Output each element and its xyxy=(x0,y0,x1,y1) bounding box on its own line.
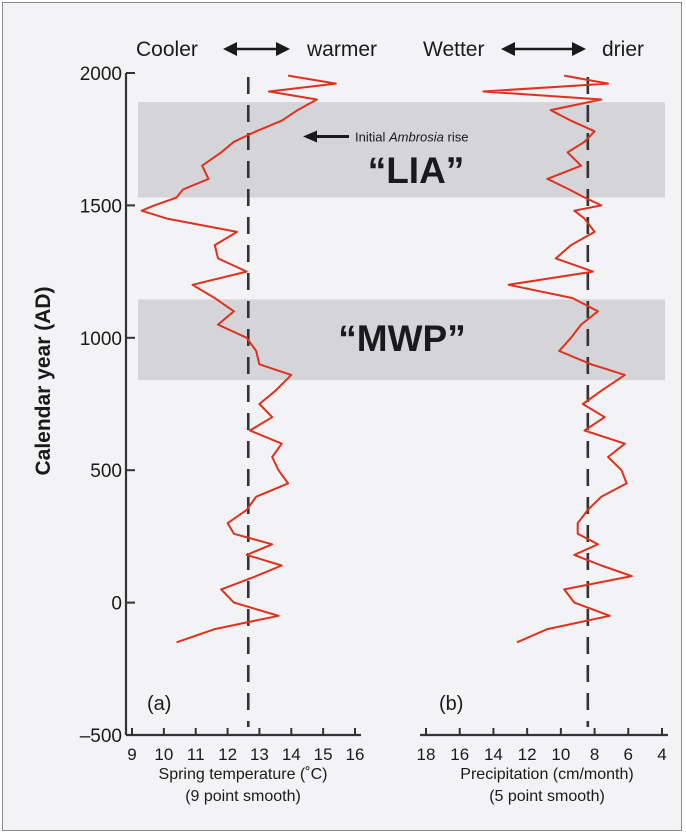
x-axis-title: Spring temperature (˚C) xyxy=(159,766,328,783)
arrow-head-left xyxy=(223,42,237,56)
double-arrow-icon xyxy=(501,42,586,56)
panel-label: (b) xyxy=(439,693,463,715)
header-left: Wetter xyxy=(423,38,484,61)
annotation-arrow-head xyxy=(303,130,317,143)
series-line xyxy=(482,74,633,644)
header-right: warmer xyxy=(306,38,377,61)
y-tick-label: –500 xyxy=(80,726,122,747)
x-tick-label: 4 xyxy=(657,745,666,764)
y-tick-label: 500 xyxy=(90,461,122,482)
x-tick-label: 13 xyxy=(250,745,269,764)
x-axis-subtitle: (5 point smooth) xyxy=(489,788,605,805)
panel-label: (a) xyxy=(147,693,171,715)
x-tick-label: 14 xyxy=(282,745,301,764)
series-line xyxy=(140,74,337,644)
x-tick-label: 18 xyxy=(417,745,436,764)
x-tick-label: 8 xyxy=(590,745,599,764)
y-tick-label: 2000 xyxy=(80,64,122,85)
x-tick-label: 14 xyxy=(484,745,503,764)
x-tick-label: 16 xyxy=(346,745,365,764)
ambrosia-annotation: Initial Ambrosia rise xyxy=(303,130,468,145)
band-label-lia: “LIA” xyxy=(368,150,465,191)
x-axis-subtitle: (9 point smooth) xyxy=(185,788,301,805)
header-right: drier xyxy=(602,38,644,61)
x-tick-label: 10 xyxy=(154,745,173,764)
x-tick-label: 15 xyxy=(314,745,333,764)
x-tick-label: 16 xyxy=(450,745,469,764)
arrow-head-right xyxy=(276,42,290,56)
y-axis-title: Calendar year (AD) xyxy=(32,286,55,475)
x-tick-label: 10 xyxy=(551,745,570,764)
x-axis-title: Precipitation (cm/month) xyxy=(460,766,633,783)
x-tick-label: 12 xyxy=(518,745,537,764)
climate-proxy-chart: –500 0 500 1000 1500 2000 Calendar year (AD) 9… xyxy=(32,38,668,805)
double-arrow-icon xyxy=(223,42,290,56)
x-tick-label: 12 xyxy=(218,745,237,764)
header-left: Cooler xyxy=(136,38,198,61)
band-label-mwp: “MWP” xyxy=(338,318,465,359)
arrow-head-right xyxy=(572,42,586,56)
x-tick-label: 6 xyxy=(624,745,633,764)
panel-a: 9 10 11 12 13 14 15 16 Spring temperature (˚C) (9… xyxy=(126,38,377,805)
arrow-head-left xyxy=(501,42,515,56)
y-tick-label: 1500 xyxy=(80,196,122,217)
panel-b: 18 16 14 12 10 8 6 4 Precipitation (cm/month) (5 … xyxy=(417,38,668,805)
y-tick-label: 1000 xyxy=(80,329,122,350)
x-tick-label: 11 xyxy=(187,745,205,764)
x-tick-label: 9 xyxy=(127,745,136,764)
annotation-text: Initial Ambrosia rise xyxy=(355,130,468,145)
y-tick-label: 0 xyxy=(111,594,122,615)
band-mwp xyxy=(138,299,665,381)
